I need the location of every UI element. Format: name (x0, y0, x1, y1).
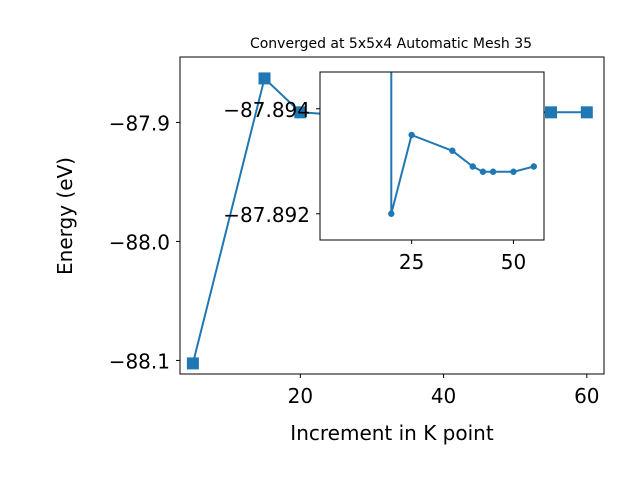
inset-x-tick-label: 50 (501, 250, 526, 274)
inset-data-point (449, 147, 456, 154)
main-data-point (258, 72, 271, 85)
main-data-point (294, 106, 307, 119)
inset-data-point (479, 168, 487, 175)
x-axis-label: Increment in K point (290, 421, 494, 445)
main-y-tick-label: −87.9 (109, 111, 170, 135)
inset-y-tick-label: −87.892 (223, 203, 310, 227)
main-x-tick-label: 60 (574, 384, 599, 408)
inset-data-point (388, 53, 394, 59)
main-plot-frame (179, 56, 605, 375)
inset-data-point (388, 210, 395, 217)
inset-data-point (408, 131, 415, 139)
inset-data-point (489, 168, 497, 175)
inset-data-point (510, 168, 517, 175)
main-y-ticks: −88.1 −88.0 −87.9 (109, 111, 180, 373)
inset-background (320, 72, 544, 240)
main-data-point (186, 357, 199, 370)
main-x-ticks: 20 40 60 (288, 374, 600, 408)
inset-series (388, 53, 538, 217)
y-axis-label: Energy (eV) (53, 157, 77, 275)
inset-data-point (469, 163, 476, 170)
inset-y-ticks: −87.892 −87.894 (223, 98, 320, 227)
inset-plot: 25 50 −87.892 −87.894 (223, 53, 545, 274)
chart-title: Converged at 5x5x4 Automatic Mesh 35 (250, 36, 532, 52)
main-data-point (545, 106, 557, 119)
inset-y-tick-label: −87.894 (223, 98, 310, 122)
main-x-tick-label: 20 (288, 384, 313, 408)
inset-plot-frame (319, 71, 545, 241)
main-data-point (580, 106, 593, 119)
inset-data-point (530, 163, 538, 170)
main-y-tick-label: −88.0 (109, 230, 170, 254)
inset-x-tick-label: 25 (399, 250, 424, 274)
main-y-tick-label: −88.1 (109, 349, 170, 373)
inset-x-ticks: 25 50 (399, 240, 526, 274)
main-x-tick-label: 40 (431, 384, 456, 408)
